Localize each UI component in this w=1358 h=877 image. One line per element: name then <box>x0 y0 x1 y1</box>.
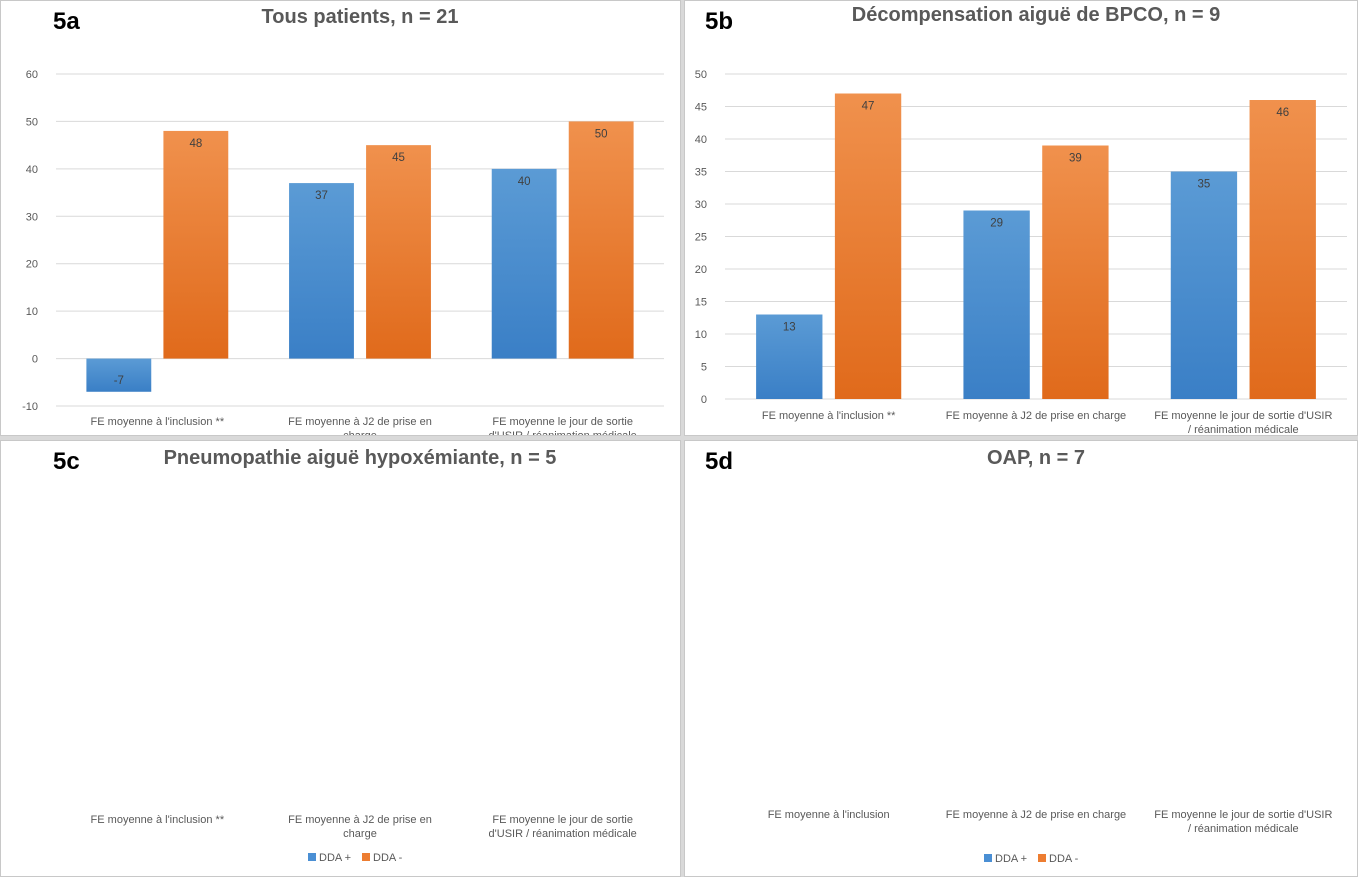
y-tick-label: 20 <box>26 259 38 271</box>
x-category-label: FE moyenne à J2 de prise en charge <box>946 410 1126 422</box>
y-tick-label: 30 <box>26 211 38 223</box>
bar-dda-plus <box>756 314 823 399</box>
panel-letter: 5c <box>53 448 80 475</box>
y-tick-label: 60 <box>26 69 38 81</box>
y-tick-label: 20 <box>695 264 707 276</box>
bar-dda-minus <box>366 145 431 359</box>
x-category-label: FE moyenne le jour de sortie <box>492 416 633 428</box>
data-label: 48 <box>189 138 202 150</box>
chart-title: Décompensation aiguë de BPCO, n = 9 <box>852 4 1220 26</box>
chart-panel-5b: 5b Décompensation aiguë de BPCO, n = 9 0 5 1… <box>684 0 1358 436</box>
chart-5c-svg: 5c Pneumopathie aiguë hypoxémiante, n = 5… <box>53 447 637 864</box>
x-category-label: FE moyenne à l'inclusion ** <box>91 416 225 428</box>
y-tick-label: 50 <box>695 69 707 81</box>
x-category-label: / réanimation médicale <box>1188 823 1299 835</box>
panel-letter: 5b <box>705 8 733 35</box>
panel-letter: 5d <box>705 448 733 475</box>
data-label: 45 <box>392 152 405 164</box>
data-label: -7 <box>114 375 124 387</box>
x-category-label: FE moyenne à J2 de prise en charge <box>946 809 1126 821</box>
legend-label: DDA - <box>1049 853 1079 865</box>
data-label: 39 <box>1069 153 1082 165</box>
legend-label: DDA + <box>995 853 1027 865</box>
y-tick-label: 25 <box>695 232 707 244</box>
data-label: 46 <box>1276 107 1289 119</box>
data-label: 29 <box>990 218 1003 230</box>
x-category-label: / réanimation médicale <box>1188 424 1299 436</box>
y-tick-label: -10 <box>22 401 38 413</box>
x-category-label: FE moyenne le jour de sortie <box>492 814 633 826</box>
chart-panel-5a: 5a Tous patients, n = 21 -10 0 10 20 30 40 50 60 -… <box>0 0 681 436</box>
bar-dda-plus <box>963 210 1030 399</box>
bar-dda-minus <box>568 121 634 359</box>
y-tick-label: 35 <box>695 167 707 179</box>
y-tick-label: 0 <box>701 394 707 406</box>
bar-dda-plus <box>491 168 557 359</box>
chart-5b-svg: 5b Décompensation aiguë de BPCO, n = 9 0 5 1… <box>695 4 1347 436</box>
y-tick-label: 50 <box>26 116 38 128</box>
y-tick-label: 10 <box>26 306 38 318</box>
legend-label: DDA + <box>319 852 351 864</box>
legend-swatch-dda-plus <box>984 854 992 862</box>
bar-dda-minus <box>1042 145 1109 399</box>
legend-label: DDA - <box>373 852 403 864</box>
x-category-label: FE moyenne à l'inclusion <box>768 809 890 821</box>
bar-dda-plus <box>289 183 354 359</box>
bar-dda-minus <box>163 130 229 359</box>
bar-dda-minus <box>1249 100 1316 399</box>
x-category-label: d'USIR / réanimation médicale <box>489 828 637 840</box>
data-label: 47 <box>862 101 875 113</box>
x-category-label: FE moyenne le jour de sortie d'USIR <box>1154 410 1332 422</box>
x-category-label: FE moyenne le jour de sortie d'USIR <box>1154 809 1332 821</box>
chart-5a-svg: 5a Tous patients, n = 21 -10 0 10 20 30 40 50 60 -… <box>22 6 664 436</box>
data-label: 35 <box>1198 179 1211 191</box>
x-category-label: d'USIR / réanimation médicale <box>489 430 637 436</box>
chart-panel-5c: 5c Pneumopathie aiguë hypoxémiante, n = 5… <box>0 440 681 877</box>
data-label: 13 <box>783 322 796 334</box>
legend-swatch-dda-minus <box>1038 854 1046 862</box>
data-label: 50 <box>595 128 608 140</box>
x-category-label: charge <box>343 828 377 840</box>
y-tick-label: 5 <box>701 362 707 374</box>
x-category-label: FE moyenne à l'inclusion ** <box>762 410 896 422</box>
y-tick-label: 40 <box>26 164 38 176</box>
legend-swatch-dda-plus <box>308 853 316 861</box>
x-category-label: charge <box>343 430 377 436</box>
bar-dda-minus <box>834 93 902 399</box>
chart-title: OAP, n = 7 <box>987 447 1085 469</box>
bar-dda-plus <box>1170 171 1238 399</box>
y-tick-label: 30 <box>695 199 707 211</box>
x-category-label: FE moyenne à l'inclusion ** <box>91 814 225 826</box>
data-label: 40 <box>518 176 531 188</box>
panel-letter: 5a <box>53 8 80 35</box>
y-tick-label: 40 <box>695 134 707 146</box>
y-tick-label: 45 <box>695 102 707 114</box>
y-tick-label: 15 <box>695 297 707 309</box>
chart-title: Pneumopathie aiguë hypoxémiante, n = 5 <box>164 447 557 469</box>
y-tick-label: 0 <box>32 354 38 366</box>
y-tick-label: 10 <box>695 329 707 341</box>
data-label: 37 <box>315 190 328 202</box>
chart-title: Tous patients, n = 21 <box>262 6 459 28</box>
x-category-label: FE moyenne à J2 de prise en <box>288 814 432 826</box>
legend-swatch-dda-minus <box>362 853 370 861</box>
bar-dda-plus <box>86 358 152 392</box>
x-category-label: FE moyenne à J2 de prise en <box>288 416 432 428</box>
